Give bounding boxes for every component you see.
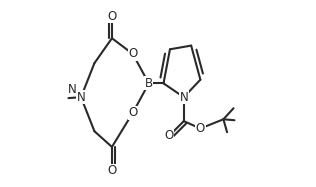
Text: O: O — [107, 10, 117, 23]
Text: N: N — [76, 91, 85, 104]
Text: N: N — [179, 91, 188, 104]
Text: O: O — [164, 129, 174, 142]
Text: N: N — [68, 83, 77, 96]
Text: O: O — [128, 47, 137, 60]
Text: O: O — [196, 122, 205, 135]
Text: O: O — [128, 106, 137, 119]
Text: O: O — [107, 164, 117, 177]
Text: B: B — [145, 77, 153, 90]
